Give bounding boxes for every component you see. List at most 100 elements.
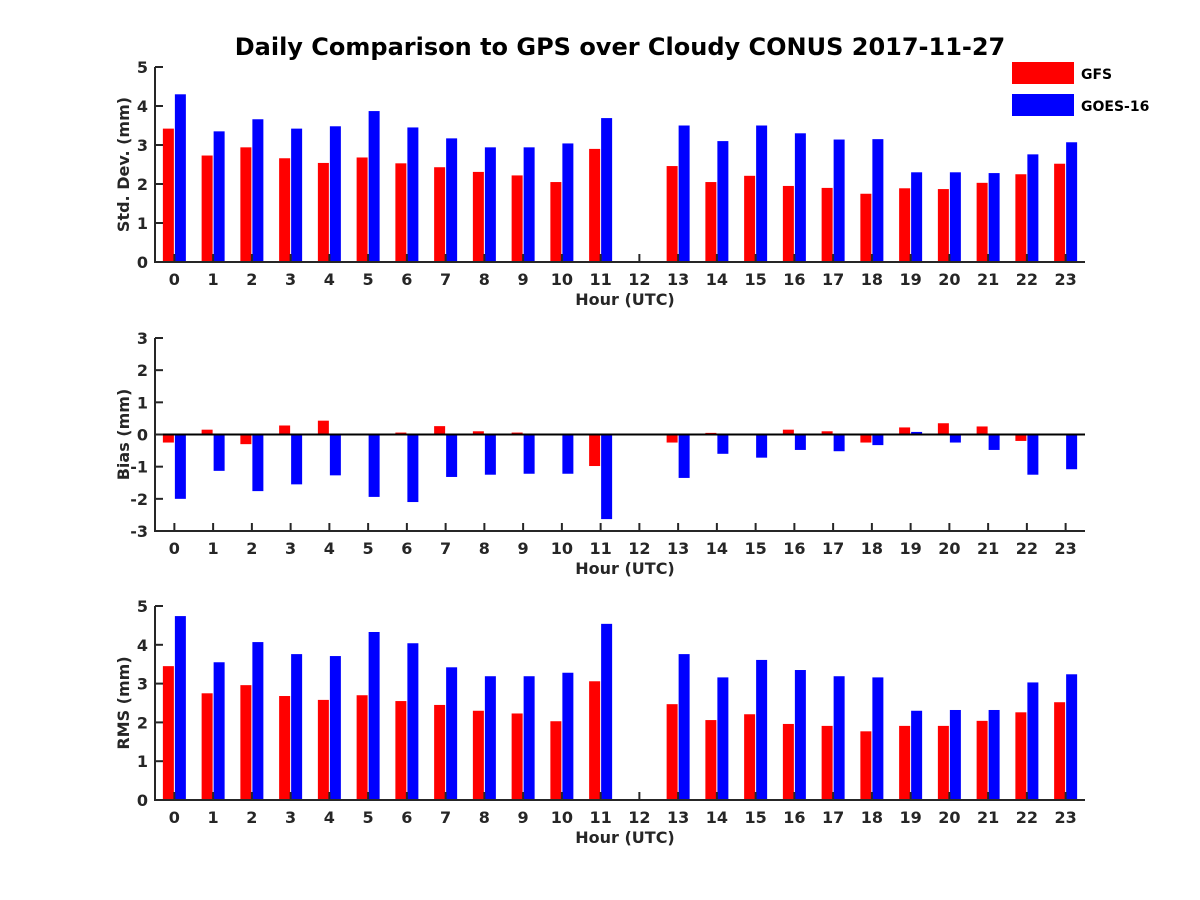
bar-goes-16-2 [252, 434, 264, 492]
bar-gfs-21 [976, 426, 988, 435]
bar-goes-16-2 [252, 119, 264, 262]
bar-gfs-0 [162, 666, 174, 800]
bar-goes-16-13 [678, 434, 690, 478]
y-axis-label: Bias (mm) [114, 389, 133, 481]
x-tick-label: 4 [324, 270, 335, 289]
bar-goes-16-14 [717, 677, 729, 800]
x-tick-label: 22 [1016, 539, 1038, 558]
bar-gfs-21 [976, 720, 988, 800]
bar-gfs-16 [782, 185, 794, 262]
bar-goes-16-0 [174, 616, 186, 800]
bar-goes-16-23 [1066, 674, 1078, 800]
y-axis-label: RMS (mm) [114, 656, 133, 749]
bar-goes-16-7 [446, 138, 458, 262]
x-tick-label: 0 [169, 270, 180, 289]
bar-goes-16-4 [329, 126, 341, 262]
bar-gfs-2 [240, 434, 252, 445]
bar-gfs-6 [395, 163, 407, 262]
bar-gfs-14 [705, 720, 717, 800]
x-tick-label: 11 [589, 539, 611, 558]
x-tick-label: 23 [1054, 270, 1076, 289]
y-tick-label: 0 [137, 426, 148, 445]
x-tick-label: 20 [938, 808, 960, 827]
x-tick-label: 2 [246, 808, 257, 827]
x-tick-label: 18 [861, 808, 883, 827]
x-tick-label: 4 [324, 808, 335, 827]
x-tick-label: 2 [246, 270, 257, 289]
bar-gfs-20 [937, 725, 949, 800]
bar-gfs-20 [937, 189, 949, 262]
y-axis-label: Std. Dev. (mm) [114, 97, 133, 232]
bar-gfs-8 [472, 431, 484, 435]
y-tick-label: 0 [137, 253, 148, 272]
x-tick-label: 2 [246, 539, 257, 558]
bar-goes-16-20 [949, 434, 961, 443]
x-tick-label: 16 [783, 539, 805, 558]
x-tick-label: 12 [628, 539, 650, 558]
x-tick-label: 1 [208, 808, 219, 827]
bar-gfs-22 [1015, 174, 1027, 262]
x-tick-label: 1 [208, 270, 219, 289]
x-tick-label: 11 [589, 270, 611, 289]
bar-gfs-14 [705, 182, 717, 262]
bar-gfs-23 [1054, 163, 1066, 262]
x-tick-label: 3 [285, 808, 296, 827]
bar-goes-16-10 [562, 672, 574, 800]
x-tick-label: 10 [551, 808, 573, 827]
bar-gfs-17 [821, 187, 833, 262]
x-axis-label: Hour (UTC) [575, 559, 675, 578]
y-tick-label: 4 [137, 636, 148, 655]
x-tick-label: 1 [208, 539, 219, 558]
chart-title: Daily Comparison to GPS over Cloudy CONU… [235, 33, 1006, 61]
bar-goes-16-16 [794, 434, 806, 450]
x-tick-label: 17 [822, 270, 844, 289]
bar-goes-16-18 [872, 434, 884, 446]
bar-goes-16-13 [678, 654, 690, 800]
x-tick-label: 12 [628, 808, 650, 827]
y-tick-label: 2 [137, 175, 148, 194]
bar-goes-16-0 [174, 434, 186, 499]
bar-gfs-9 [511, 713, 523, 800]
bar-gfs-8 [472, 171, 484, 262]
x-tick-label: 19 [899, 539, 921, 558]
x-tick-label: 10 [551, 539, 573, 558]
bar-gfs-18 [860, 731, 872, 800]
y-tick-label: 1 [137, 752, 148, 771]
bar-goes-16-7 [446, 434, 458, 477]
x-tick-label: 12 [628, 270, 650, 289]
bar-goes-16-17 [833, 139, 845, 262]
bar-goes-16-4 [329, 656, 341, 800]
bar-gfs-2 [240, 685, 252, 800]
bar-goes-16-23 [1066, 434, 1078, 470]
bar-gfs-16 [782, 723, 794, 800]
bar-goes-16-19 [911, 710, 923, 800]
bar-goes-16-11 [601, 118, 613, 262]
bar-goes-16-23 [1066, 142, 1078, 262]
y-tick-label: 3 [137, 329, 148, 348]
bar-goes-16-6 [407, 434, 419, 503]
bar-goes-16-21 [988, 434, 1000, 450]
bar-gfs-16 [782, 429, 794, 435]
y-tick-label: 2 [137, 713, 148, 732]
bar-gfs-2 [240, 147, 252, 262]
bar-gfs-18 [860, 193, 872, 262]
bar-gfs-22 [1015, 712, 1027, 800]
x-tick-label: 13 [667, 539, 689, 558]
x-tick-label: 8 [479, 808, 490, 827]
x-tick-label: 5 [363, 270, 374, 289]
x-tick-label: 7 [440, 539, 451, 558]
x-tick-label: 8 [479, 539, 490, 558]
bar-goes-16-9 [523, 676, 535, 800]
bar-goes-16-8 [484, 676, 496, 800]
bar-goes-16-10 [562, 143, 574, 262]
x-tick-label: 6 [401, 270, 412, 289]
x-tick-label: 20 [938, 539, 960, 558]
bar-goes-16-22 [1027, 434, 1039, 475]
x-tick-label: 20 [938, 270, 960, 289]
x-tick-label: 14 [706, 270, 728, 289]
bar-goes-16-21 [988, 173, 1000, 262]
x-tick-label: 9 [518, 808, 529, 827]
